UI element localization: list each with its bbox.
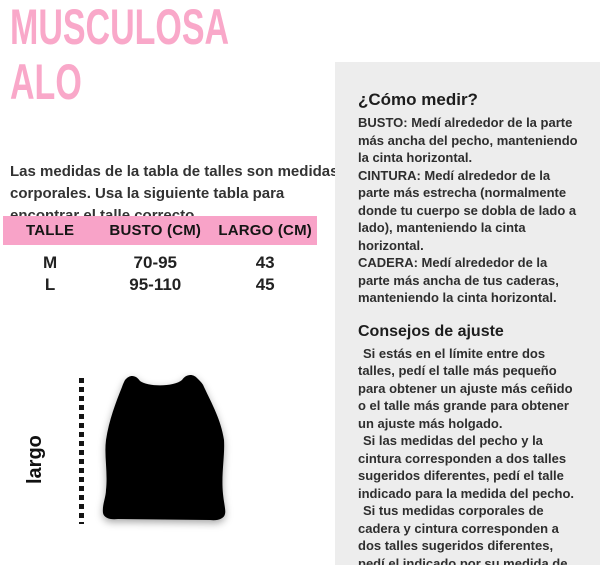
col-header-talle: TALLE	[25, 222, 75, 239]
size-table: TALLE BUSTO (CM) LARGO (CM) M 70-95 43 L…	[3, 216, 317, 296]
fit-tip: Si estás en el límite entre dos talles, …	[358, 345, 573, 431]
measure-item-busto: BUSTO: Medí alrededor de la parte más an…	[358, 115, 578, 165]
size-value: M	[43, 253, 58, 272]
col-header-largo: LARGO (CM)	[218, 222, 312, 239]
measure-item-cintura: CINTURA: Medí alrededor de la parte más …	[358, 167, 577, 253]
table-row: L 95-110 45	[3, 274, 317, 296]
size-table-body: M 70-95 43 L 95-110 45	[3, 245, 317, 296]
col-header-busto: BUSTO (CM)	[109, 222, 202, 239]
largo-value: 43	[255, 253, 275, 272]
fit-tip: Si tus medidas corporales de cadera y ci…	[358, 503, 568, 565]
length-dashed-line	[79, 378, 84, 524]
product-title-line1: MUSCULOSA	[10, 0, 230, 55]
measure-item-cadera: CADERA: Medí alrededor de la parte más a…	[358, 255, 559, 305]
busto-value: 70-95	[133, 253, 178, 272]
how-to-measure-heading: ¿Cómo medir?	[358, 90, 478, 109]
largo-value: 45	[255, 275, 275, 294]
fit-tips-heading: Consejos de ajuste	[358, 322, 504, 340]
product-title-line2: ALO	[10, 54, 82, 110]
info-panel: ¿Cómo medir? BUSTO: Medí alrededor de la…	[335, 62, 600, 565]
busto-value: 95-110	[129, 275, 182, 294]
fit-tip: Si las medidas del pecho y la cintura co…	[358, 433, 574, 501]
size-table-header: TALLE BUSTO (CM) LARGO (CM)	[3, 216, 317, 245]
largo-measure-label: largo	[24, 435, 46, 484]
tank-top-silhouette-graphic	[102, 374, 226, 521]
product-title: MUSCULOSA ALO	[10, 0, 229, 110]
table-row: M 70-95 43	[3, 252, 317, 274]
size-value: L	[44, 275, 56, 294]
